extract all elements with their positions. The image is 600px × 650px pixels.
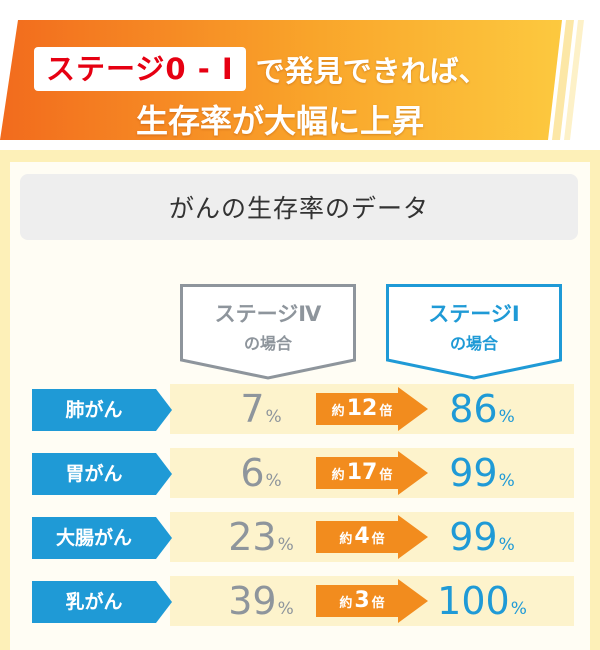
stage1-survival-value: 99% (402, 512, 562, 562)
ratio-arrow-shape (316, 387, 428, 431)
ratio-text: 約17 倍 (316, 451, 408, 495)
ratio-text: 約4 倍 (316, 515, 408, 559)
ratio-prefix: 約 (339, 532, 353, 547)
ratio-number: 12 (346, 396, 378, 421)
column-header-stage4: ステージⅣ の場合 (180, 284, 356, 380)
stage1-survival-value: 99% (402, 448, 562, 498)
ratio-number: 3 (354, 588, 370, 613)
table-row: 胃がん 6% 約17 倍 99% (10, 448, 590, 498)
ratio-suffix: 倍 (379, 468, 393, 483)
stage1-survival-value: 86% (402, 384, 562, 434)
cancer-type-label: 肺がん (32, 389, 172, 431)
label-arrow-shape (32, 517, 172, 559)
stage4-percent-sign: % (265, 407, 282, 427)
stage1-percent-sign: % (498, 407, 515, 427)
cancer-type-text: 胃がん (65, 463, 123, 485)
stage4-survival-value: 23% (186, 512, 336, 562)
column-header-stage4-sublabel: の場合 (243, 334, 292, 353)
ratio-arrow-shape (316, 579, 428, 623)
stage1-survival-number: 100 (437, 579, 510, 623)
stage4-survival-value: 6% (186, 448, 336, 498)
improvement-ratio-arrow: 約12 倍 (316, 387, 428, 431)
stage1-percent-sign: % (498, 471, 515, 491)
cancer-type-text: 肺がん (65, 399, 123, 421)
stage4-survival-number: 23 (228, 515, 277, 559)
ratio-suffix: 倍 (371, 532, 385, 547)
cancer-type-text: 大腸がん (55, 527, 132, 549)
cancer-type-label: 胃がん (32, 453, 172, 495)
stage1-survival-number: 86 (449, 387, 498, 431)
improvement-ratio-arrow: 約3 倍 (316, 579, 428, 623)
cancer-type-label: 大腸がん (32, 517, 172, 559)
column-header-stage4-frame (180, 284, 356, 380)
ratio-text: 約12 倍 (316, 387, 408, 431)
label-arrow-shape (32, 389, 172, 431)
label-arrow-shape (32, 453, 172, 495)
headline-line-2: 生存率が大幅に上昇 (135, 102, 424, 140)
ratio-text: 約3 倍 (316, 579, 408, 623)
column-header-stage4-label: ステージⅣ (214, 302, 322, 326)
stage1-survival-number: 99 (449, 451, 498, 495)
panel-inner: がんの生存率のデータ ステージⅣ の場合 ステージⅠ の場合 肺がん (10, 162, 590, 650)
table-row: 大腸がん 23% 約4 倍 99% (10, 512, 590, 562)
ratio-suffix: 倍 (371, 596, 385, 611)
stage4-percent-sign: % (277, 535, 294, 555)
stage4-survival-number: 6 (240, 451, 265, 495)
headline-banner: ステージ0 - I で発見できれば、 生存率が大幅に上昇 (0, 20, 600, 140)
stage1-percent-sign: % (498, 535, 515, 555)
headline-line-1: ステージ0 - I で発見できれば、 (34, 46, 488, 92)
ratio-number: 4 (354, 524, 370, 549)
stage4-percent-sign: % (277, 599, 294, 619)
label-arrow-shape (32, 581, 172, 623)
cancer-type-label: 乳がん (32, 581, 172, 623)
stage4-survival-value: 7% (186, 384, 336, 434)
ratio-arrow-shape (316, 515, 428, 559)
survival-data-panel: がんの生存率のデータ ステージⅣ の場合 ステージⅠ の場合 肺がん (0, 150, 600, 650)
column-header-stage1-label: ステージⅠ (428, 302, 520, 326)
stage1-survival-number: 99 (449, 515, 498, 559)
headline-line-1-text: で発見できれば、 (255, 54, 488, 88)
stage4-survival-number: 39 (228, 579, 277, 623)
table-row: 肺がん 7% 約12 倍 86% (10, 384, 590, 434)
column-header-stage1: ステージⅠ の場合 (386, 284, 562, 380)
ratio-prefix: 約 (331, 404, 345, 419)
improvement-ratio-arrow: 約4 倍 (316, 515, 428, 559)
stage1-survival-value: 100% (402, 576, 562, 626)
stage-highlight-badge: ステージ0 - I (34, 47, 246, 91)
stage4-survival-number: 7 (240, 387, 265, 431)
stage4-percent-sign: % (265, 471, 282, 491)
chart-title: がんの生存率のデータ (20, 174, 578, 240)
ratio-suffix: 倍 (379, 404, 393, 419)
column-header-stage1-frame (386, 284, 562, 380)
stage1-percent-sign: % (510, 599, 527, 619)
column-header-stage1-sublabel: の場合 (449, 334, 498, 353)
ratio-prefix: 約 (339, 596, 353, 611)
table-row: 乳がん 39% 約3 倍 100% (10, 576, 590, 626)
cancer-type-text: 乳がん (65, 591, 123, 613)
stage4-survival-value: 39% (186, 576, 336, 626)
ratio-arrow-shape (316, 451, 428, 495)
improvement-ratio-arrow: 約17 倍 (316, 451, 428, 495)
ratio-prefix: 約 (331, 468, 345, 483)
ratio-number: 17 (346, 460, 378, 485)
